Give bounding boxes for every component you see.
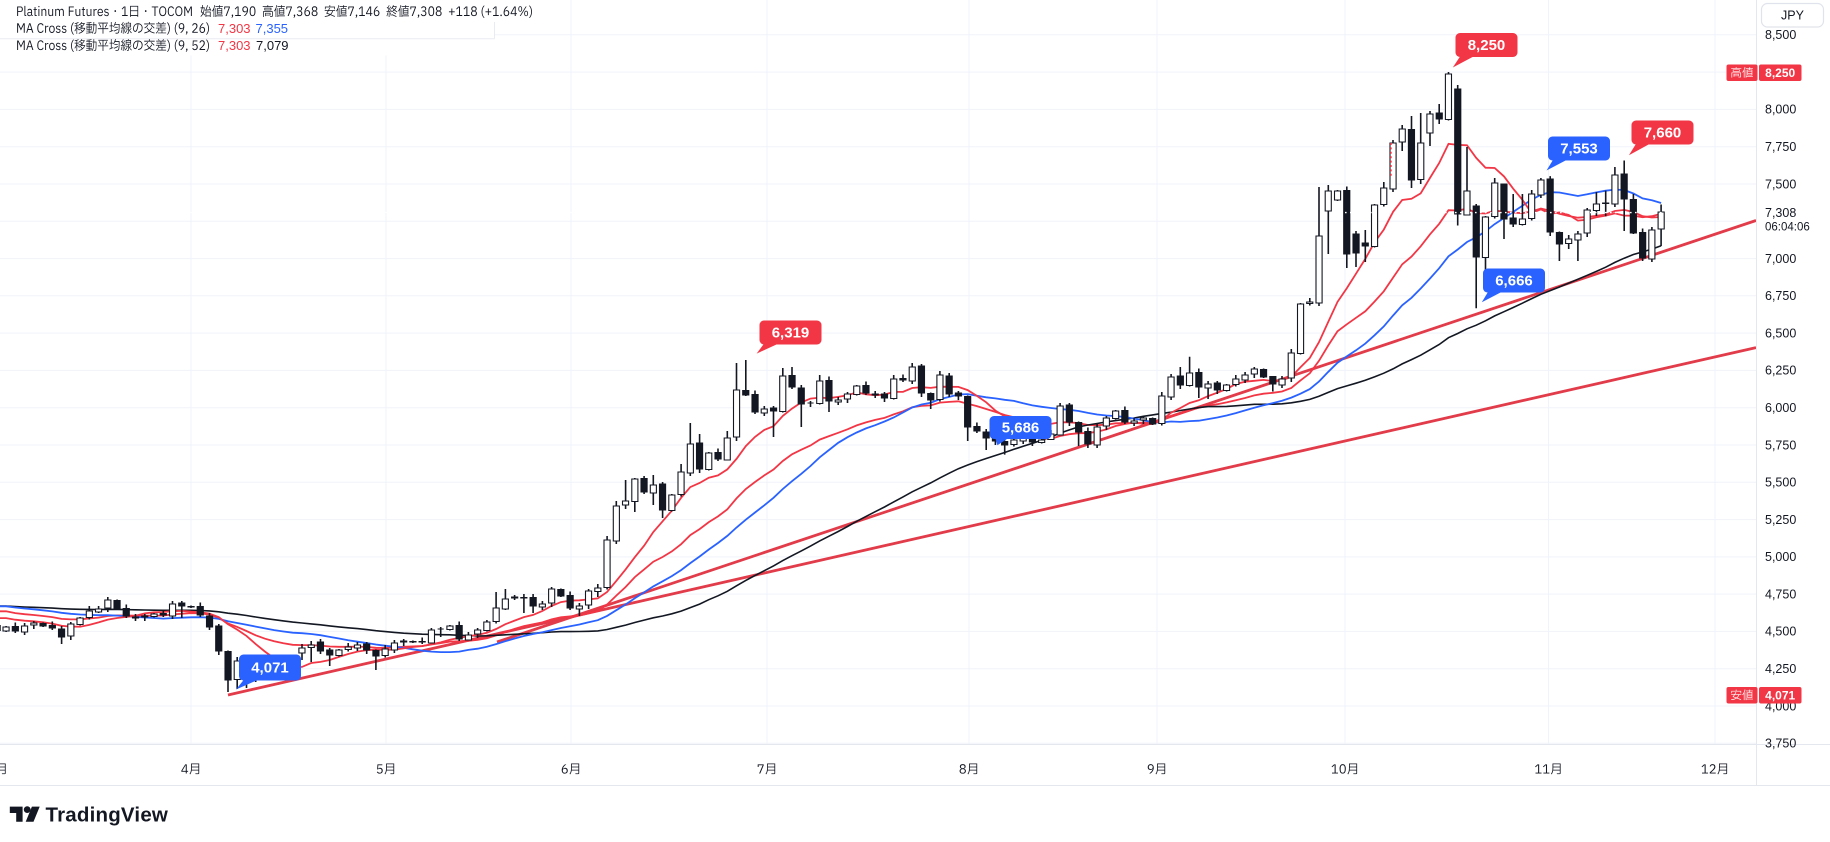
svg-text:4,500: 4,500 (1765, 625, 1796, 639)
svg-text:4,750: 4,750 (1765, 587, 1796, 601)
svg-text:7,355: 7,355 (256, 21, 289, 36)
svg-text:7,308: 7,308 (1765, 206, 1796, 220)
svg-text:6,666: 6,666 (1495, 273, 1533, 290)
svg-text:6,000: 6,000 (1765, 401, 1796, 415)
svg-text:TradingView: TradingView (46, 804, 169, 827)
svg-text:8,250: 8,250 (1468, 37, 1506, 54)
svg-text:7,079: 7,079 (256, 38, 289, 53)
svg-text:5,500: 5,500 (1765, 476, 1796, 490)
svg-text:7,750: 7,750 (1765, 140, 1796, 154)
svg-text:06:04:06: 06:04:06 (1765, 222, 1810, 234)
svg-text:6,250: 6,250 (1765, 364, 1796, 378)
svg-text:7,660: 7,660 (1644, 125, 1682, 142)
svg-text:8,250: 8,250 (1765, 66, 1795, 80)
svg-text:JPY: JPY (1781, 9, 1805, 23)
svg-text:6,319: 6,319 (772, 325, 810, 342)
svg-text:6,500: 6,500 (1765, 326, 1796, 340)
svg-text:4,071: 4,071 (251, 660, 289, 677)
svg-text:5,000: 5,000 (1765, 550, 1796, 564)
svg-text:5,686: 5,686 (1002, 420, 1040, 437)
svg-text:8,500: 8,500 (1765, 28, 1796, 42)
svg-text:4,071: 4,071 (1765, 688, 1795, 702)
svg-text:5,250: 5,250 (1765, 513, 1796, 527)
svg-text:6,750: 6,750 (1765, 289, 1796, 303)
svg-text:5,750: 5,750 (1765, 438, 1796, 452)
svg-text:3,750: 3,750 (1765, 737, 1796, 751)
svg-text:4,250: 4,250 (1765, 662, 1796, 676)
svg-text:7,500: 7,500 (1765, 177, 1796, 191)
svg-text:7,553: 7,553 (1560, 141, 1598, 158)
svg-text:7,303: 7,303 (218, 38, 251, 53)
svg-text:7,000: 7,000 (1765, 252, 1796, 266)
svg-text:8,000: 8,000 (1765, 103, 1796, 117)
svg-text:7,303: 7,303 (218, 21, 251, 36)
